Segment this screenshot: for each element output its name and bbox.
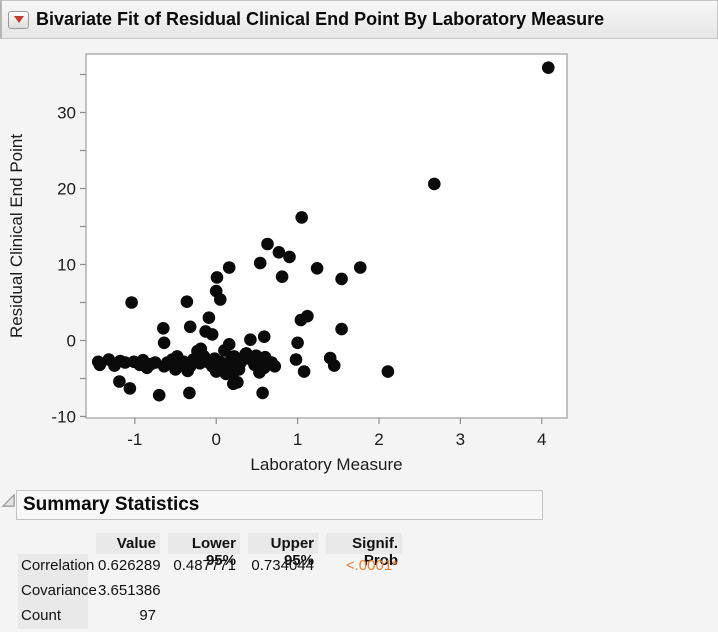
scatter-point[interactable] [125,296,138,309]
scatter-point[interactable] [275,270,289,283]
scatter-point[interactable] [157,336,171,350]
covariance-lower95 [168,579,240,604]
x-tick-label: 3 [456,430,465,449]
scatter-point[interactable] [289,353,303,366]
correlation-lower95: 0.487771 [173,557,236,574]
scatter-point[interactable] [210,271,224,284]
col-header-value: Value [96,533,160,554]
summary-statistics-section: Summary Statistics Value Lower 95% Upper… [0,488,718,632]
scatter-point[interactable] [310,262,324,275]
scatter-point[interactable] [335,272,348,286]
scatter-point[interactable] [291,336,304,350]
scatter-point[interactable] [202,311,216,325]
scatter-point[interactable] [327,359,341,372]
scatter-point[interactable] [295,211,309,224]
scatter-point[interactable] [257,330,271,344]
scatter-point[interactable] [244,333,257,347]
correlation-upper95: 0.734044 [251,557,314,574]
covariance-value: 3.651386 [98,582,161,599]
y-tick-label: 0 [67,331,76,350]
x-tick-label: 0 [211,430,220,449]
scatter-point[interactable] [253,256,267,270]
y-tick-label: 30 [57,104,76,123]
scatter-point[interactable] [354,261,367,274]
col-header-signif-prob: Signif. Prob [326,533,402,569]
scatter-point[interactable] [183,320,197,334]
scatter-point[interactable] [335,322,348,336]
scatter-point[interactable] [268,360,282,373]
red-triangle-menu-button[interactable] [8,10,29,29]
count-lower95 [168,604,240,629]
red-triangle-down-icon [13,16,24,23]
correlation-value: 0.626289 [98,557,161,574]
row-label-covariance: Covariance [18,579,97,604]
scatter-point[interactable] [227,377,240,391]
scatter-point[interactable] [180,295,194,308]
y-axis-title: Residual Clinical End Point [7,134,26,338]
report-titlebar: Bivariate Fit of Residual Clinical End P… [0,0,718,39]
y-tick-label: 10 [57,255,76,274]
scatter-point[interactable] [381,365,395,378]
summary-statistics-title: Summary Statistics [23,494,200,515]
count-value: 97 [139,607,156,624]
scatter-point[interactable] [222,261,236,274]
col-header-blank [18,533,88,554]
scatter-point[interactable] [183,386,196,400]
x-tick-label: -1 [127,430,142,449]
report-title: Bivariate Fit of Residual Clinical End P… [36,9,605,29]
scatter-point[interactable] [283,250,296,264]
scatter-point[interactable] [297,365,311,378]
col-header-upper95: Upper 95% [248,533,318,569]
bivariate-plot-section: -1 0 1 2 3 4 -10 0 10 20 30 Laboratory Measure Resid… [0,40,718,488]
covariance-upper95 [248,579,318,604]
y-tick-label: -10 [51,407,76,426]
x-tick-label: 4 [537,430,546,449]
disclosure-triangle-icon[interactable] [1,493,16,508]
scatter-point[interactable] [294,313,308,327]
scatter-point[interactable] [152,388,166,402]
x-tick-label: 2 [374,430,383,449]
scatter-point[interactable] [123,382,137,395]
col-header-lower95: Lower 95% [168,533,240,569]
scatter-point[interactable] [261,237,274,251]
scatter-point[interactable] [272,246,286,259]
scatter-point[interactable] [256,386,269,400]
covariance-signif-prob [326,579,402,604]
scatter-point[interactable] [542,61,555,74]
scatter-point[interactable] [428,177,441,191]
scatter-point[interactable] [113,375,126,388]
scatter-point[interactable] [218,344,231,357]
scatter-point[interactable] [205,328,219,341]
row-label-correlation: Correlation [18,554,94,579]
summary-statistics-table: Value Lower 95% Upper 95% Signif. Prob C… [18,529,402,629]
count-signif-prob [326,604,402,629]
count-upper95 [248,604,318,629]
summary-statistics-headerbox[interactable]: Summary Statistics [16,490,543,520]
scatter-point[interactable] [157,322,170,335]
correlation-signif-prob: <.0001* [345,557,398,574]
scatter-point[interactable] [214,293,227,306]
x-axis-title: Laboratory Measure [250,455,402,474]
x-tick-label: 1 [293,430,302,449]
y-tick-label: 20 [57,180,76,199]
row-label-count: Count [18,604,88,629]
